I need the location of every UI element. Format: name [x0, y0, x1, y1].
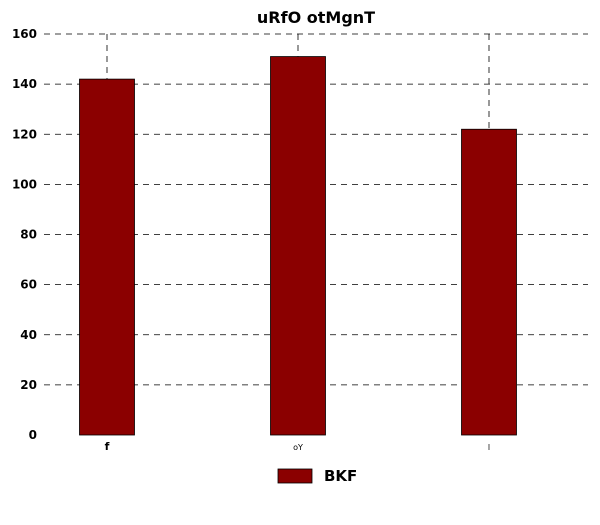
y-tick-label: 0	[29, 428, 37, 442]
y-tick-label: 140	[12, 77, 37, 91]
bars	[79, 56, 517, 436]
chart-title: uRfO otMgnT	[257, 8, 375, 27]
y-tick-label: 120	[12, 127, 37, 141]
x-tick-label: l	[488, 443, 490, 452]
legend-label: BKF	[324, 467, 357, 485]
bar-oY	[270, 56, 326, 436]
y-tick-label: 80	[20, 228, 37, 242]
y-tick-label: 160	[12, 27, 37, 41]
bar-f	[79, 78, 135, 436]
y-tick-label: 20	[20, 378, 37, 392]
y-tick-label: 40	[20, 328, 37, 342]
x-tick-label: f	[105, 440, 110, 453]
y-axis: 0 20 40 60 80 100 120 140 160	[12, 27, 37, 442]
legend: BKF	[277, 467, 357, 485]
legend-swatch	[277, 468, 313, 484]
bar-l	[461, 128, 517, 436]
y-tick-label: 100	[12, 177, 37, 191]
x-axis: f oY l	[105, 440, 491, 453]
x-tick-label: oY	[293, 443, 303, 452]
y-tick-label: 60	[20, 278, 37, 292]
